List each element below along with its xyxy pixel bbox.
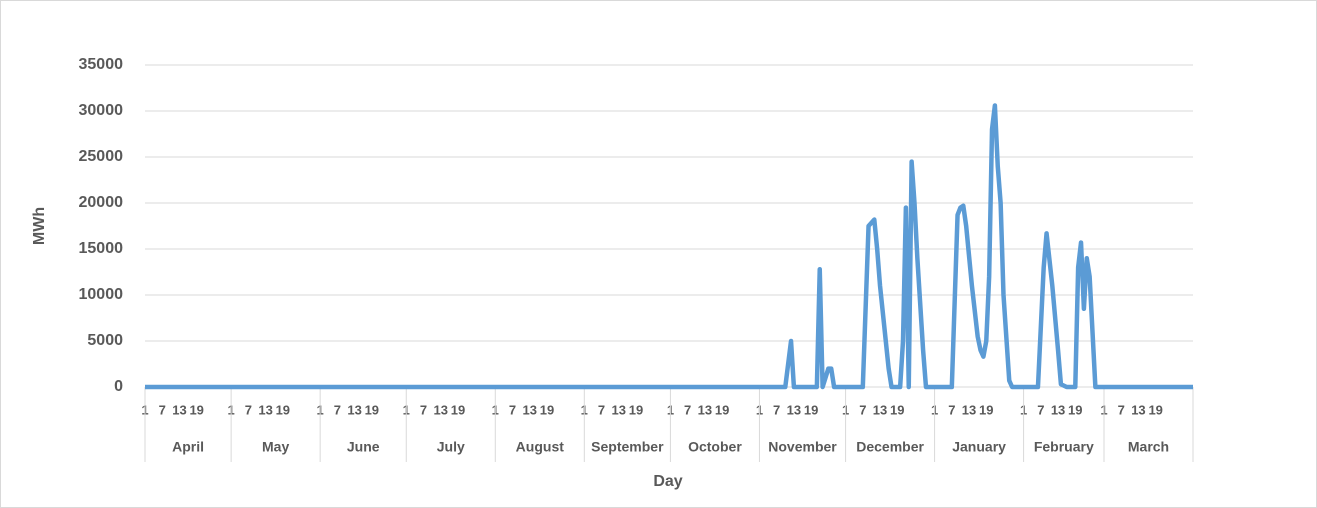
y-tick-label: 5000: [87, 332, 123, 349]
data-line: [145, 103, 1193, 390]
y-tick-label: 15000: [79, 240, 124, 257]
x-tick-label: 19: [276, 402, 290, 417]
x-tick-label: 13: [1051, 402, 1065, 417]
month-label: November: [768, 439, 837, 455]
x-tick-label: 19: [540, 402, 554, 417]
x-tick-label: 13: [962, 402, 976, 417]
y-tick-label: 25000: [79, 148, 124, 165]
month-label: May: [262, 439, 289, 455]
x-tick-label: 13: [523, 402, 537, 417]
x-tick-label: 7: [1118, 402, 1125, 417]
x-tick-label: 13: [698, 402, 712, 417]
month-label: April: [172, 439, 204, 455]
x-tick-label: 19: [1148, 402, 1162, 417]
x-tick-label: 7: [245, 402, 252, 417]
y-tick-label: 35000: [79, 56, 124, 73]
month-label: October: [688, 439, 742, 455]
y-tick-label: 0: [114, 378, 123, 395]
y-tick-label: 10000: [79, 286, 124, 303]
month-label: August: [516, 439, 565, 455]
x-tick-label: 7: [420, 402, 427, 417]
x-tick-label: 7: [684, 402, 691, 417]
y-tick-label: 30000: [79, 102, 124, 119]
x-tick-label: 19: [365, 402, 379, 417]
x-tick-label: 7: [509, 402, 516, 417]
x-tick-label: 7: [859, 402, 866, 417]
x-tick-label: 13: [873, 402, 887, 417]
month-label: February: [1034, 439, 1094, 455]
x-tick-label: 13: [1131, 402, 1145, 417]
y-tick-label: 20000: [79, 194, 124, 211]
x-tick-label: 13: [172, 402, 186, 417]
x-tick-label: 7: [773, 402, 780, 417]
x-axis-title: Day: [653, 473, 682, 490]
x-tick-label: 7: [159, 402, 166, 417]
x-tick-label: 19: [715, 402, 729, 417]
month-label: March: [1128, 439, 1169, 455]
x-tick-label: 13: [612, 402, 626, 417]
x-tick-label: 7: [598, 402, 605, 417]
x-tick-label: 19: [804, 402, 818, 417]
month-label: January: [952, 439, 1006, 455]
x-tick-label: 13: [787, 402, 801, 417]
x-tick-label: 13: [347, 402, 361, 417]
x-tick-label: 7: [334, 402, 341, 417]
x-tick-label: 19: [189, 402, 203, 417]
month-label: June: [347, 439, 380, 455]
month-label: July: [437, 439, 465, 455]
x-tick-label: 7: [948, 402, 955, 417]
month-label: December: [856, 439, 924, 455]
x-tick-label: 19: [1068, 402, 1082, 417]
x-tick-label: 19: [979, 402, 993, 417]
month-label: September: [591, 439, 664, 455]
x-tick-label: 13: [258, 402, 272, 417]
x-tick-label: 13: [434, 402, 448, 417]
x-tick-label: 7: [1037, 402, 1044, 417]
x-tick-label: 19: [451, 402, 465, 417]
y-axis-title: MWh: [31, 207, 48, 245]
x-tick-label: 19: [890, 402, 904, 417]
x-tick-label: 19: [629, 402, 643, 417]
